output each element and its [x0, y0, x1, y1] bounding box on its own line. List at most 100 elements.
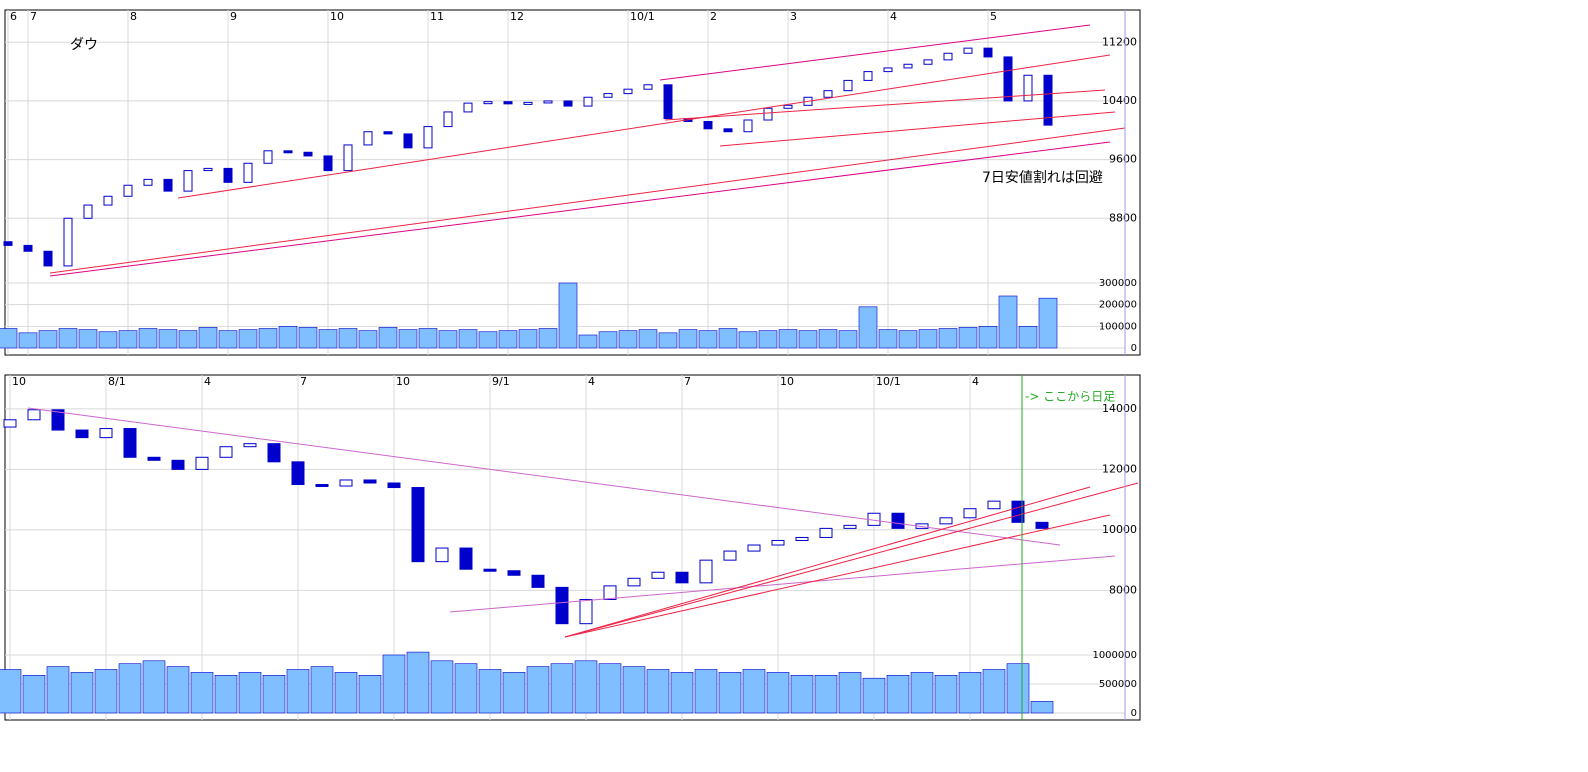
candle-body [63, 217, 73, 267]
volume-bar [310, 666, 334, 714]
volume-bar [898, 330, 918, 349]
candle-body [243, 162, 253, 183]
volume-bar [502, 672, 526, 714]
volume-bar [22, 674, 46, 714]
candle-body [783, 104, 793, 109]
volume-bar [758, 330, 778, 349]
candle-body [555, 586, 569, 625]
volume-bar [298, 327, 318, 349]
volume-bar [338, 328, 358, 349]
candle-body [747, 544, 761, 552]
volume-bar [70, 672, 94, 714]
candle-body [443, 111, 453, 128]
x-tick-label: 4 [972, 375, 979, 388]
volume-bar [286, 669, 310, 714]
x-tick-label: 4 [588, 375, 595, 388]
candle-body [891, 512, 905, 529]
candle-body [923, 59, 933, 65]
volume-bar [998, 295, 1018, 349]
candle-body [863, 71, 873, 81]
volume-bar [158, 329, 178, 349]
annotation: 7日安値割れは回避 [982, 169, 1103, 186]
candle-body [623, 88, 633, 95]
candle-body [163, 178, 173, 192]
volume-bar [190, 672, 214, 714]
volume-bar [58, 328, 78, 349]
candle-body [403, 133, 413, 149]
volume-bar [238, 672, 262, 714]
volume-bar [358, 674, 382, 714]
volume-bar [698, 330, 718, 349]
candle-body [3, 241, 13, 246]
volume-bar [798, 330, 818, 349]
volume-bar [646, 669, 670, 714]
y-tick-label: 12000 [1102, 462, 1137, 475]
volume-bar [958, 327, 978, 349]
candle-body [663, 84, 673, 120]
volume-bar [618, 330, 638, 349]
volume-bar [18, 332, 38, 349]
candle-body [543, 100, 553, 104]
volume-bar [138, 328, 158, 349]
candle-body [883, 67, 893, 73]
volume-bar [638, 329, 658, 349]
x-tick-label: 10/1 [876, 375, 901, 388]
volume-bar [406, 651, 430, 714]
x-tick-label: 7 [300, 375, 307, 388]
volume-bar [454, 663, 478, 714]
volume-bar [766, 672, 790, 714]
candle-body [315, 484, 329, 488]
candle-body [171, 459, 185, 470]
candle-body [795, 536, 809, 541]
volume-bar [538, 328, 558, 349]
volume-bar [622, 666, 646, 714]
candle-body [603, 93, 613, 98]
candle-body [583, 96, 593, 107]
x-tick-label: 9 [230, 10, 237, 23]
volume-tick-label: 0 [1131, 708, 1137, 719]
x-tick-label: 10/1 [630, 10, 655, 23]
volume-bar [378, 327, 398, 349]
volume-bar [1018, 326, 1038, 349]
volume-bar [478, 669, 502, 714]
x-tick-label: 8/1 [108, 375, 126, 388]
x-tick-label: 8 [130, 10, 137, 23]
candle-body [411, 487, 425, 563]
volume-bar [430, 660, 454, 714]
candle-body [819, 527, 833, 538]
volume-bar [910, 672, 934, 714]
volume-bar [258, 328, 278, 349]
candle-body [983, 47, 993, 58]
candle-body [675, 571, 689, 584]
candle-body [75, 429, 89, 439]
candle-body [143, 178, 153, 186]
x-tick-label: 2 [710, 10, 717, 23]
candle-body [903, 63, 913, 69]
x-tick-label: 11 [430, 10, 444, 23]
volume-bar [818, 329, 838, 349]
candle-body [771, 539, 785, 546]
volume-tick-label: 1000000 [1092, 650, 1137, 661]
volume-bar [598, 663, 622, 714]
volume-bar [982, 669, 1006, 714]
volume-bar [498, 330, 518, 349]
candle-body [603, 585, 617, 600]
candle-body [195, 456, 209, 470]
volume-bar [318, 329, 338, 349]
volume-bar [178, 330, 198, 349]
volume-bar [978, 326, 998, 349]
volume-bar [214, 674, 238, 714]
x-tick-label: 10 [12, 375, 26, 388]
volume-bar [94, 669, 118, 714]
volume-bar [886, 674, 910, 714]
candle-body [43, 250, 53, 267]
volume-bar [578, 334, 598, 349]
volume-bar [1006, 663, 1030, 714]
candle-body [843, 79, 853, 92]
volume-bar [382, 654, 406, 714]
candle-body [243, 443, 257, 448]
volume-tick-label: 500000 [1099, 679, 1137, 690]
candle-body [383, 131, 393, 135]
candle-body [267, 443, 281, 463]
